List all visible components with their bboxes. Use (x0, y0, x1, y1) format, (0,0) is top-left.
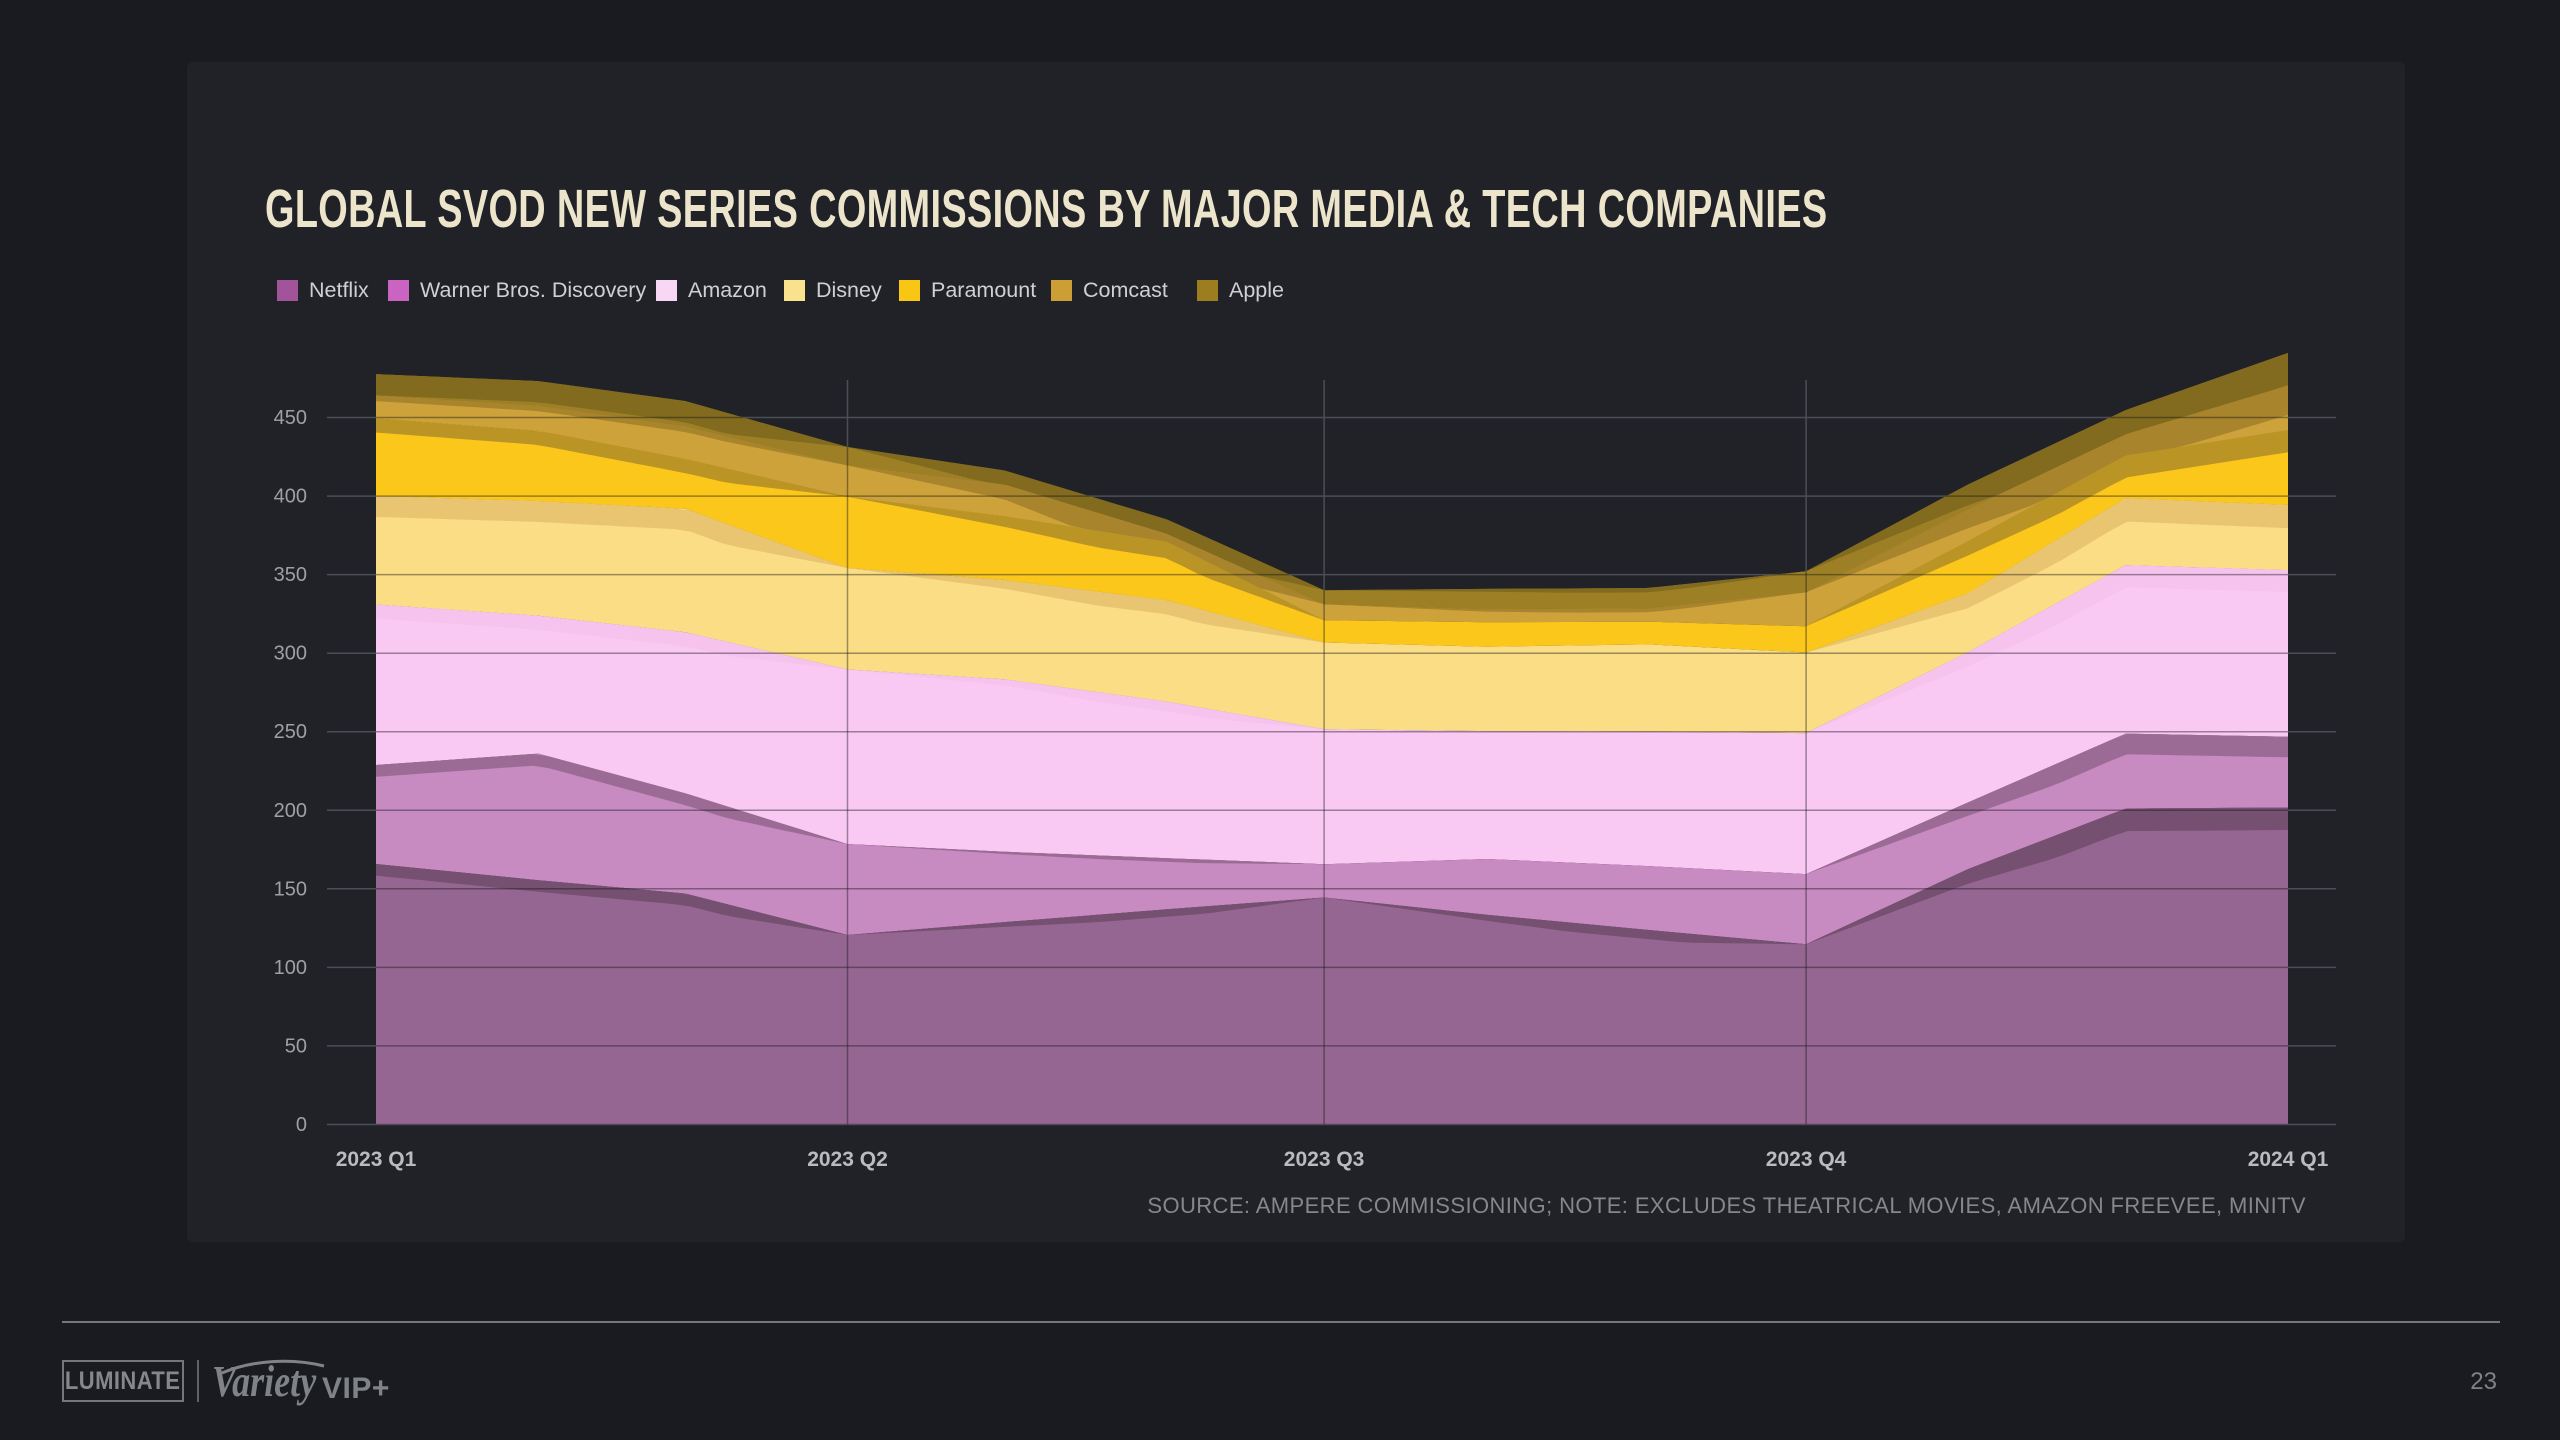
svg-text:450: 450 (274, 407, 307, 429)
svg-text:50: 50 (285, 1035, 307, 1057)
svg-text:0: 0 (296, 1114, 307, 1136)
svg-text:2023 Q3: 2023 Q3 (1284, 1148, 1365, 1171)
svg-text:400: 400 (274, 486, 307, 508)
svg-text:2023 Q2: 2023 Q2 (807, 1148, 888, 1171)
svg-text:100: 100 (274, 957, 307, 979)
svg-text:250: 250 (274, 721, 307, 743)
svg-text:2023 Q1: 2023 Q1 (336, 1148, 417, 1171)
svg-text:150: 150 (274, 878, 307, 900)
svg-text:350: 350 (274, 564, 307, 586)
svg-text:200: 200 (274, 800, 307, 822)
svg-text:2024 Q1: 2024 Q1 (2248, 1148, 2329, 1171)
svg-text:300: 300 (274, 643, 307, 665)
svg-text:2023 Q4: 2023 Q4 (1766, 1148, 1847, 1171)
